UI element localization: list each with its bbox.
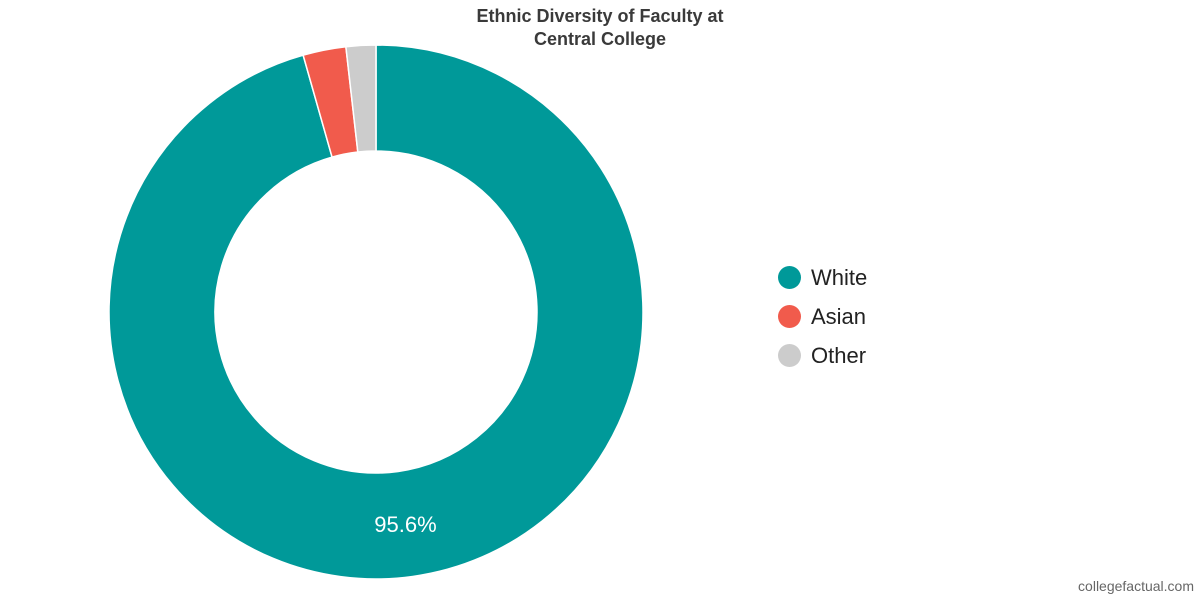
legend-swatch-asian	[778, 305, 801, 328]
chart-title: Ethnic Diversity of Faculty at Central C…	[340, 5, 860, 51]
data-label-white: 95.6%	[374, 512, 436, 537]
legend-label-other: Other	[811, 342, 867, 368]
legend-swatch-white	[778, 266, 801, 289]
legend-label-asian: Asian	[811, 303, 867, 329]
chart-title-line-2: Central College	[533, 29, 667, 49]
legend-swatch-other	[778, 344, 801, 367]
legend-label-white: White	[811, 264, 868, 290]
legend-item-asian[interactable]: Asian	[778, 297, 867, 336]
chart-title-line-1: Ethnic Diversity of Faculty at	[476, 6, 724, 26]
slice-other[interactable]	[345, 44, 377, 153]
source-watermark: collegefactual.com	[1078, 578, 1194, 594]
donut-chart: 95.6%	[108, 44, 644, 580]
legend-item-other[interactable]: Other	[778, 336, 867, 375]
chart-legend: White Asian Other	[778, 258, 867, 375]
slice-white[interactable]	[108, 44, 644, 580]
legend-item-white[interactable]: White	[778, 258, 867, 297]
